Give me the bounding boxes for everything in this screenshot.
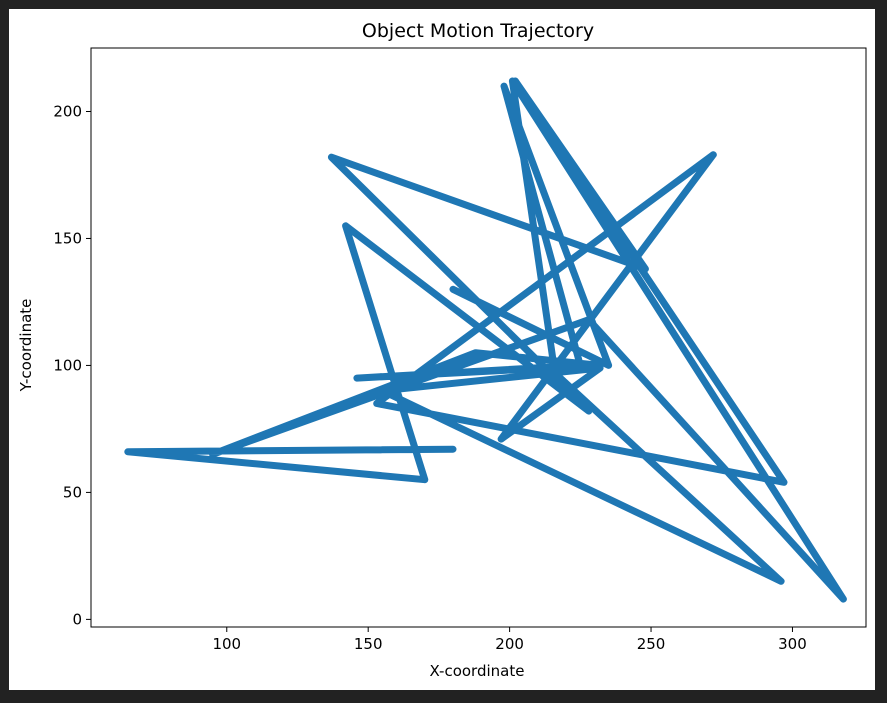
x-axis: 100 150 200 250 300 [212,627,807,653]
y-axis-label: Y-coordinate [17,299,35,393]
x-tick-label: 150 [354,635,383,653]
y-tick-label: 200 [53,102,82,120]
trajectory-chart: Object Motion Trajectory 100 150 200 250 300… [9,9,875,690]
x-tick-label: 250 [637,635,666,653]
plot-frame [90,47,867,628]
plot-area [124,77,847,603]
chart-figure: Object Motion Trajectory 100 150 200 250 300… [9,9,875,690]
x-tick-label: 300 [778,635,807,653]
chart-title: Object Motion Trajectory [362,20,594,42]
y-tick-label: 150 [53,229,82,247]
x-tick-label: 200 [495,635,524,653]
x-axis-label: X-coordinate [430,662,525,680]
y-axis: 0 50 100 150 200 [53,102,91,628]
trajectory-line [124,77,847,603]
y-tick-label: 0 [72,610,82,628]
y-tick-label: 50 [63,483,82,501]
y-tick-label: 100 [53,356,82,374]
x-tick-label: 100 [212,635,241,653]
chart-background [9,9,875,690]
